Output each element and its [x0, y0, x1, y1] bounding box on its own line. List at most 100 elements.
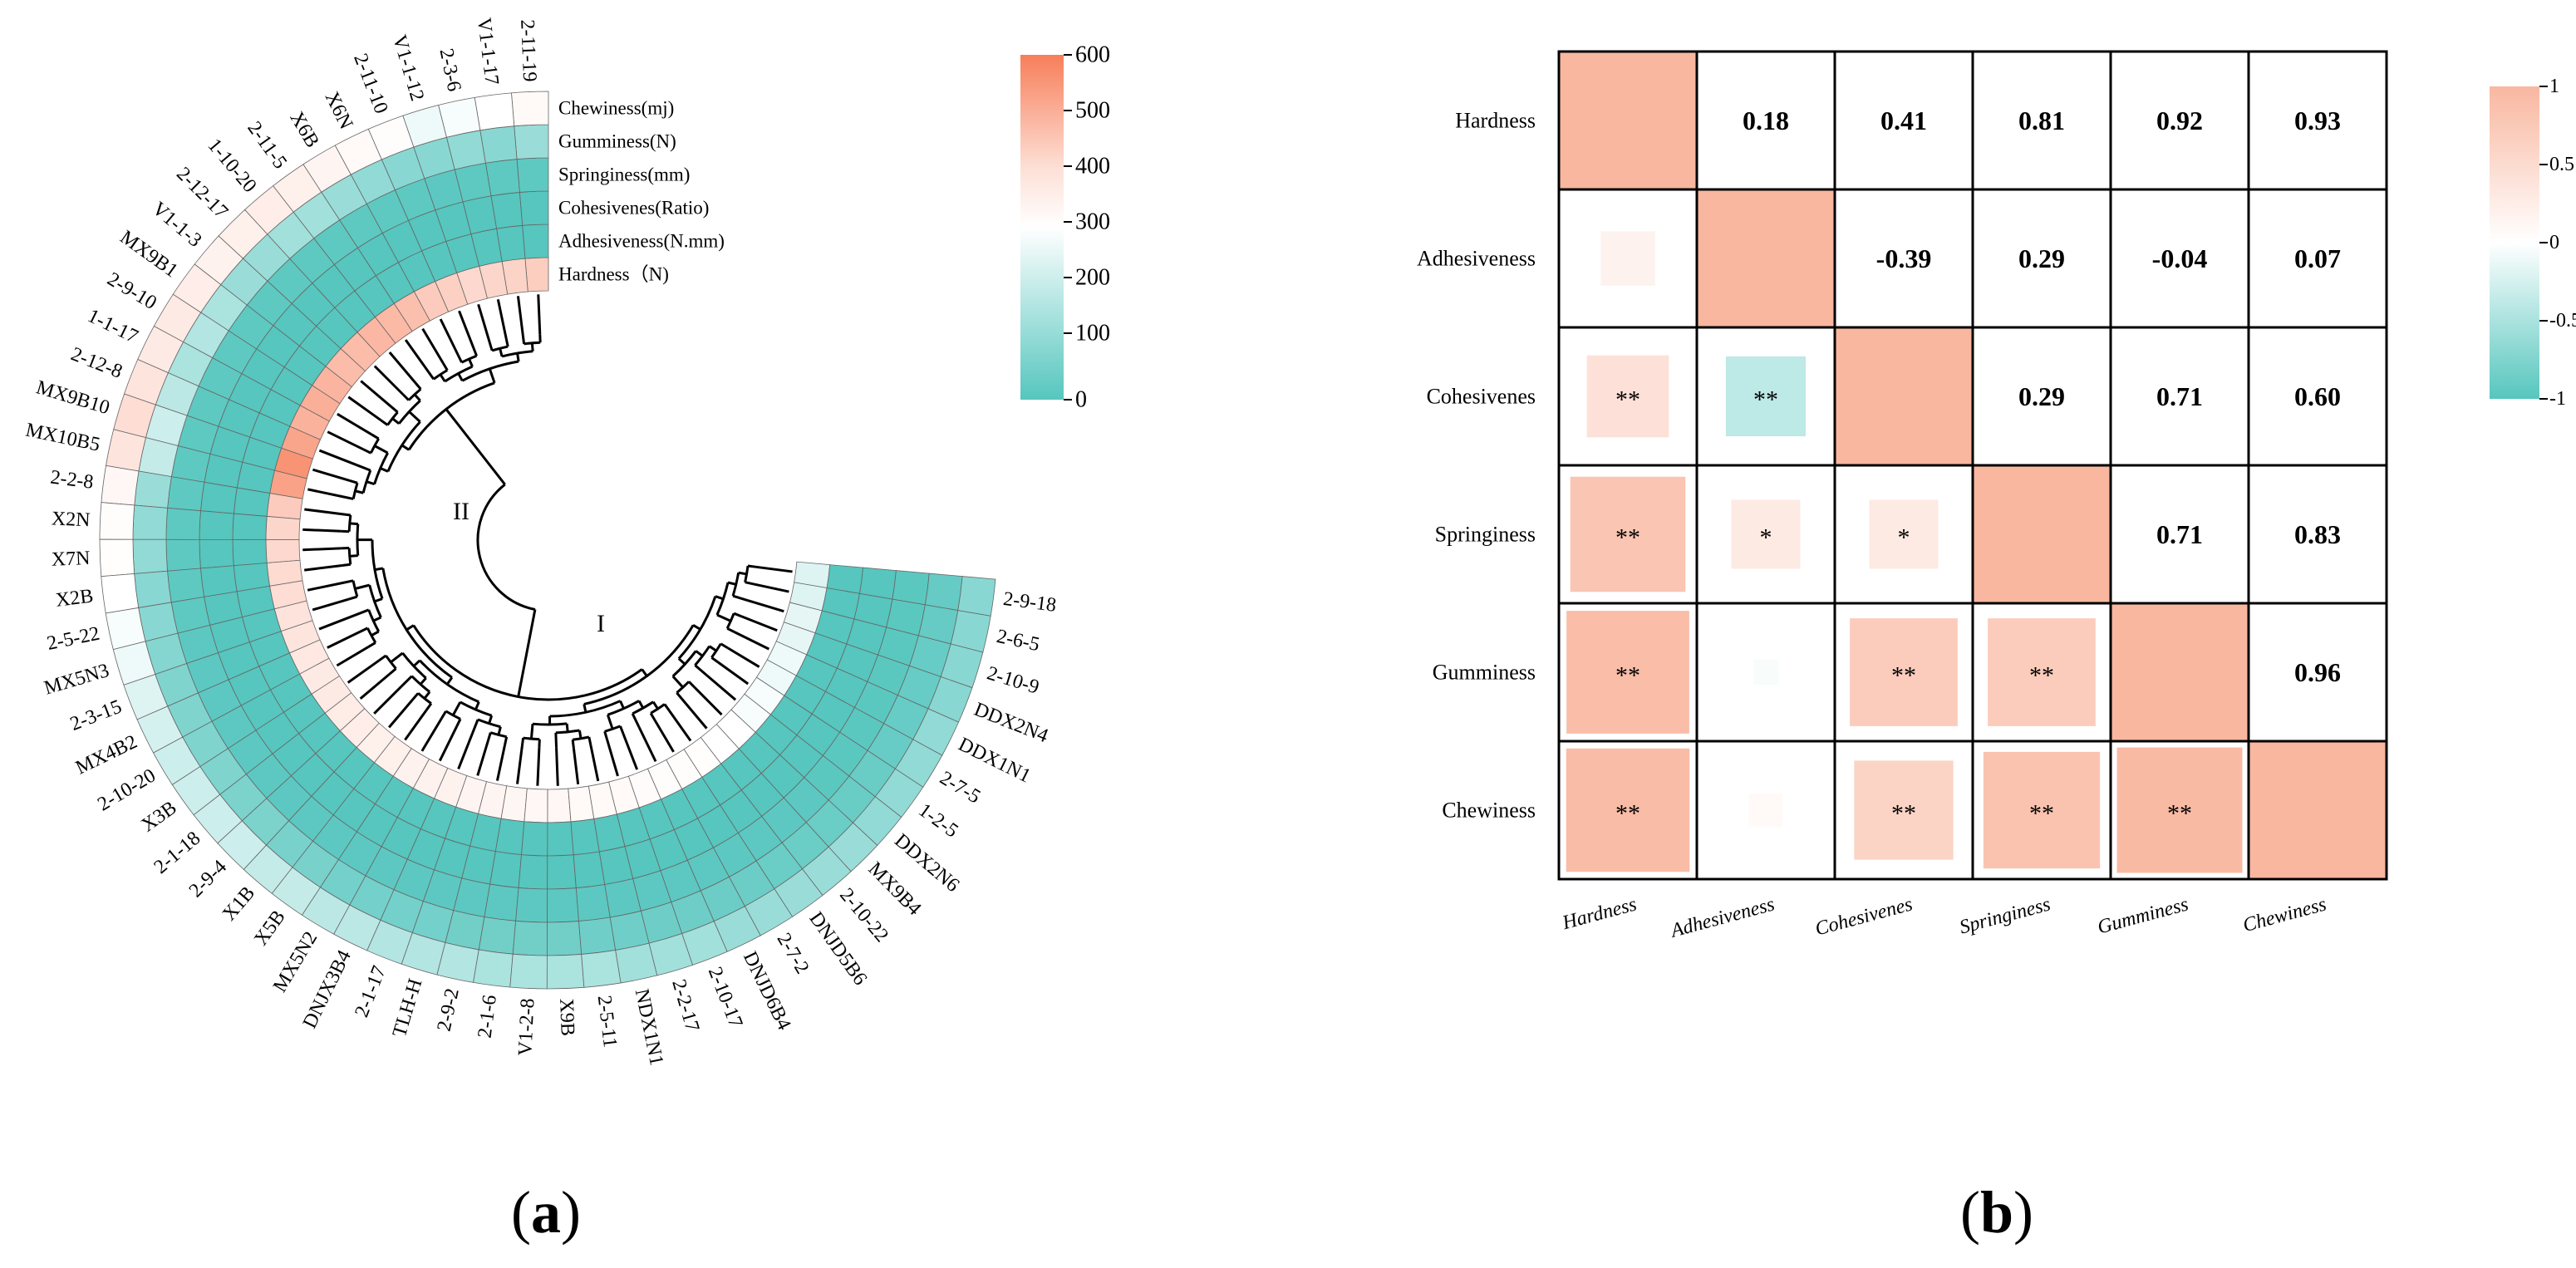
dendrogram-branch	[537, 294, 542, 335]
dendrogram-branch	[486, 732, 492, 741]
dendrogram-branch	[371, 433, 380, 440]
dendrogram-branch	[521, 335, 526, 345]
dendrogram-branch	[307, 581, 346, 592]
dendrogram-branch	[360, 380, 392, 408]
sample-label: V1-2-8	[514, 998, 538, 1056]
dendrogram-branch	[716, 613, 731, 622]
sample-label: 2-5-11	[593, 994, 621, 1049]
dendrogram-branch	[374, 567, 384, 572]
ring-cell	[512, 920, 548, 956]
corr-square	[1983, 751, 2101, 869]
colorbar-a-tick-label: 400	[1075, 154, 1110, 179]
sample-label: DDX2N4	[971, 699, 1051, 747]
dendrogram-branch	[372, 616, 382, 622]
row-label: Hardness	[1455, 109, 1536, 133]
dendrogram-branch	[489, 731, 507, 739]
dendrogram-branch	[366, 627, 377, 644]
sample-label: V1-1-3	[148, 198, 206, 252]
dendrogram-branch	[374, 597, 383, 603]
sample-label: 2-11-19	[516, 19, 540, 82]
dendrogram-branch	[366, 480, 376, 486]
sample-label: 2-5-22	[45, 623, 101, 655]
dendrogram-branch	[327, 630, 361, 649]
corr-diagonal	[1974, 466, 2110, 602]
ring-cell	[489, 851, 522, 888]
dendrogram-branch	[390, 405, 399, 414]
ring-cell	[547, 887, 579, 923]
ring-cell	[511, 91, 549, 127]
row-label: Springiness	[1435, 523, 1536, 547]
dendrogram-branch	[359, 627, 369, 633]
corr-square	[1854, 760, 1954, 860]
dendrogram-branch	[388, 667, 397, 676]
ring-cell	[134, 570, 172, 608]
dendrogram-branch	[404, 339, 430, 373]
corr-value-label: 0.93	[2294, 106, 2341, 135]
dendrogram-branch	[731, 572, 740, 597]
dendrogram-branch	[302, 547, 342, 552]
ring-cell	[265, 539, 301, 563]
dendrogram-branch	[425, 702, 433, 711]
corr-value-label: 0.41	[1880, 106, 1927, 135]
ring-label: Adhesiveness(N.mm)	[558, 231, 725, 252]
ring-cell	[521, 821, 548, 857]
corr-value-label: -0.39	[1876, 243, 1932, 273]
ring-label: Springiness(mm)	[558, 165, 690, 185]
dendrogram-branch	[516, 296, 524, 337]
dendrogram-branch	[378, 654, 387, 662]
sample-label: 2-10-17	[704, 964, 747, 1030]
dendrogram-branch	[476, 483, 536, 611]
panel-b-correlation-matrix: 0.18 0.41 0.81 0.92 0.93-0.39 0.29 -0.04 0.07**…	[1417, 50, 2576, 942]
ring-cell	[547, 921, 583, 956]
dendrogram-branch	[488, 342, 494, 351]
column-label: Cohesivenes	[1813, 893, 1915, 940]
dendrogram-branch	[495, 745, 507, 781]
colorbar-a-tick-label: 300	[1075, 209, 1110, 235]
corr-significance: **	[1615, 800, 1640, 828]
dendrogram-branch	[421, 327, 445, 364]
ring-cell	[581, 949, 622, 988]
dendrogram-branch	[440, 710, 447, 720]
corr-value-label: 0.96	[2294, 657, 2341, 687]
row-label: Chewiness	[1442, 799, 1536, 823]
dendrogram-branch	[637, 726, 657, 763]
dendrogram-branch	[441, 362, 449, 371]
corr-square	[1570, 476, 1686, 592]
sample-label: 2-1-18	[150, 828, 205, 878]
dendrogram-branch	[345, 495, 354, 500]
dendrogram-branch	[717, 661, 750, 686]
corr-value-label: 0.29	[2018, 243, 2065, 273]
corr-diagonal	[1560, 52, 1696, 189]
dendrogram-branch	[367, 641, 376, 648]
colorbar-a-tick-label: 200	[1075, 265, 1110, 291]
dendrogram-branch	[380, 467, 389, 473]
sample-label: 2-7-5	[936, 767, 984, 808]
corr-significance: **	[1891, 800, 1916, 828]
dendrogram-branch	[349, 554, 358, 558]
dendrogram-branch	[456, 354, 463, 363]
dendrogram-branch	[692, 624, 701, 631]
dendrogram-branch	[362, 448, 371, 455]
ring-cell	[265, 515, 301, 540]
dendrogram-branch	[438, 725, 458, 762]
dendrogram-branch	[755, 565, 793, 573]
dendrogram-branch	[727, 646, 760, 668]
dendrogram-branch	[549, 700, 622, 718]
dendrogram-branch	[572, 747, 580, 785]
corr-cell	[1971, 326, 2112, 467]
corr-diagonal	[1836, 328, 1972, 464]
dendrogram-branch	[589, 745, 600, 782]
row-label: Gumminess	[1433, 661, 1536, 685]
ring-cells	[99, 91, 996, 990]
dendrogram-branch	[445, 408, 506, 485]
colorbar-a-tick-label: 500	[1075, 98, 1110, 124]
corr-square	[1869, 499, 1939, 569]
ring-cell	[200, 481, 238, 514]
sample-label: X5B	[250, 907, 290, 950]
ring-cell	[546, 953, 585, 990]
corr-square	[1748, 793, 1783, 828]
correlation-cells: 0.18 0.41 0.81 0.92 0.93-0.39 0.29 -0.04 0.07**…	[1557, 50, 2388, 881]
dendrogram-branch	[555, 729, 580, 735]
sample-label: 1-2-5	[914, 799, 961, 842]
